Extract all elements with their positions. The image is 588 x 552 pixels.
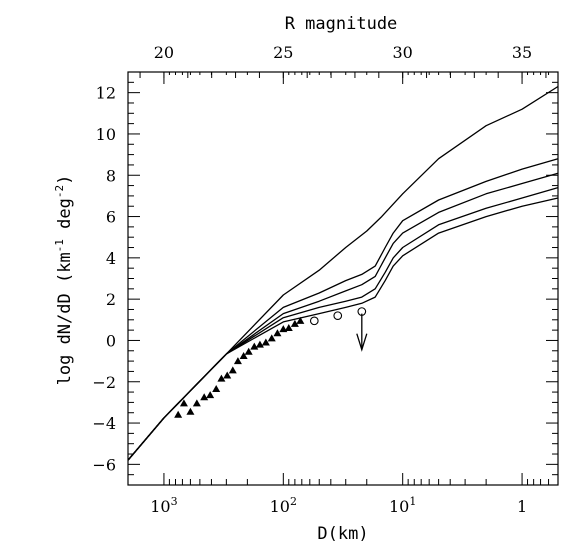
data-markers [174, 307, 368, 418]
triangle-point [284, 324, 293, 332]
y-tick-label: 10 [96, 125, 116, 144]
y-tick-label: −2 [92, 373, 116, 392]
top-tick-label: 20 [154, 43, 174, 62]
y-axis-title: log dN/dD (km-1 deg-2) [53, 175, 75, 386]
triangle-point [179, 399, 188, 407]
model-curve [127, 197, 559, 461]
triangle-point [296, 316, 305, 324]
circle-point [333, 311, 343, 321]
circle-point [309, 316, 319, 326]
triangle-point [217, 374, 226, 382]
triangle-point [273, 329, 282, 337]
x-axis-title: D(km) [317, 524, 368, 544]
model-curve [127, 172, 559, 461]
triangle-point [267, 334, 276, 342]
top-axis-title: R magnitude [285, 14, 398, 34]
plot-frame [127, 71, 559, 486]
triangle-point [206, 391, 215, 399]
triangle-point [186, 407, 195, 415]
top-tick-label: 25 [273, 43, 293, 62]
triangle-point [261, 338, 270, 346]
upper-limit-arrow-head [356, 333, 368, 352]
model-curve [127, 85, 559, 461]
model-curves [127, 85, 559, 461]
triangle-point [228, 366, 237, 374]
triangle-point [223, 371, 232, 379]
triangle-point [290, 319, 299, 327]
triangle-point [250, 342, 259, 350]
y-tick-label: 2 [106, 290, 116, 309]
top-tick-label: 35 [512, 43, 532, 62]
triangle-point [192, 399, 201, 407]
triangle-point [244, 347, 253, 355]
x-tick-label: 103 [150, 495, 177, 516]
y-tick-label: −4 [92, 414, 116, 433]
y-tick-label: 12 [96, 84, 116, 103]
y-axis-ticks: −6 −4 −2 0 2 4 6 8 10 12 [92, 71, 558, 486]
triangle-point [200, 393, 209, 401]
x-tick-label: 101 [389, 495, 416, 516]
triangle-point [239, 351, 248, 359]
top-tick-label: 30 [393, 43, 413, 62]
y-tick-label: 8 [106, 166, 116, 185]
y-tick-label: −6 [92, 455, 116, 474]
y-tick-label: 6 [106, 208, 116, 227]
x-tick-label: 1 [517, 497, 527, 516]
y-tick-label: 0 [106, 331, 116, 350]
y-tick-label: 4 [106, 249, 116, 268]
model-curve [127, 158, 559, 461]
top-axis-ticks: 20 25 30 35 [139, 43, 547, 84]
x-tick-label: 102 [270, 495, 297, 516]
triangle-point [255, 340, 264, 348]
triangle-point [212, 384, 221, 392]
triangle-point [174, 410, 183, 418]
triangle-point [233, 357, 242, 365]
model-curve [127, 186, 559, 461]
x-axis-ticks: 103 102 101 1 [127, 72, 559, 516]
